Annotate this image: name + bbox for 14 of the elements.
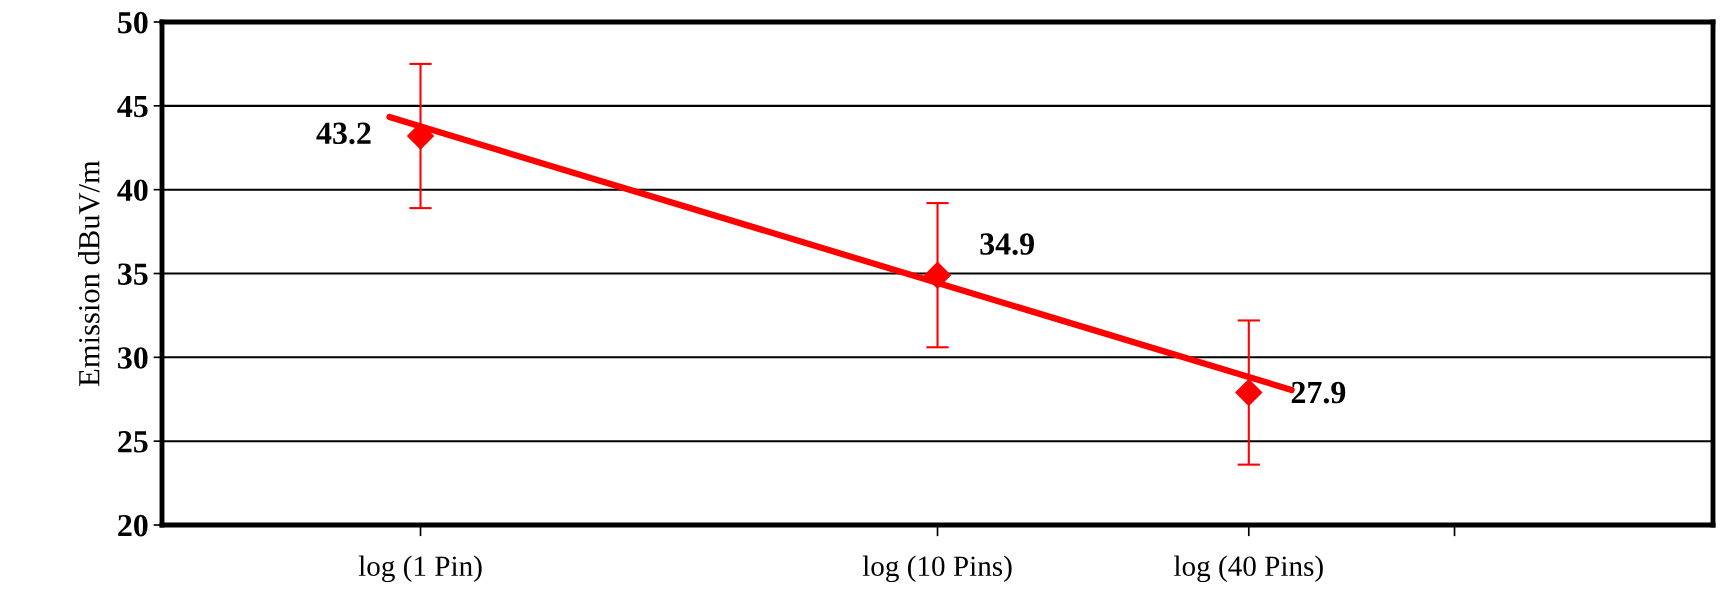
y-tick-label: 45 <box>117 95 148 118</box>
y-tick-label: 40 <box>117 179 148 202</box>
data-label: 27.9 <box>1291 381 1346 404</box>
y-tick-label: 20 <box>118 514 148 537</box>
x-tick-label: log (1 Pin) <box>358 555 482 583</box>
data-label: 43.2 <box>316 122 371 145</box>
y-tick-label: 25 <box>118 431 148 453</box>
y-tick-label: 30 <box>118 347 148 369</box>
y-tick-label: 50 <box>118 11 148 34</box>
y-axis-title: Emission dBuV/m <box>78 160 100 386</box>
data-label: 34.9 <box>980 233 1034 255</box>
y-tick-label: 35 <box>118 263 148 285</box>
x-tick-label: log (10 Pins) <box>862 555 1012 583</box>
x-tick-label: log (40 Pins) <box>1174 555 1323 583</box>
